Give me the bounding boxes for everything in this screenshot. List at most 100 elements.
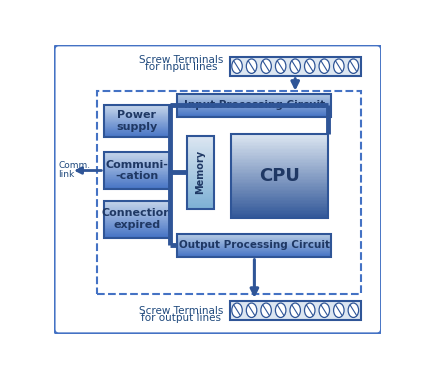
Bar — [104, 159, 170, 160]
Bar — [177, 107, 332, 108]
Bar — [231, 198, 328, 200]
Bar — [187, 170, 214, 171]
Bar — [187, 176, 214, 177]
Bar — [104, 153, 170, 154]
Bar — [231, 177, 328, 179]
Bar — [104, 206, 170, 207]
Bar — [187, 175, 214, 176]
Bar — [187, 172, 214, 174]
Bar — [231, 159, 328, 160]
Bar — [104, 122, 170, 123]
Bar — [187, 184, 214, 186]
Bar — [187, 182, 214, 183]
Bar — [104, 165, 170, 166]
Bar — [231, 156, 328, 158]
Bar — [187, 162, 214, 163]
Bar — [104, 177, 170, 178]
Bar — [177, 101, 332, 102]
Bar — [231, 158, 328, 159]
Bar — [104, 188, 170, 189]
Bar — [104, 124, 170, 125]
Bar — [187, 174, 214, 175]
Ellipse shape — [334, 303, 344, 318]
Bar — [187, 169, 214, 170]
Bar — [187, 197, 214, 198]
Bar — [231, 211, 328, 213]
Bar — [104, 111, 170, 112]
Ellipse shape — [290, 59, 300, 74]
Bar — [187, 181, 214, 182]
Bar — [187, 193, 214, 194]
Bar — [231, 145, 328, 146]
Bar — [177, 96, 332, 97]
Text: for input lines: for input lines — [145, 62, 218, 72]
Bar — [187, 153, 214, 154]
Bar — [104, 220, 170, 221]
Bar — [187, 208, 214, 209]
Bar — [104, 176, 170, 177]
Bar — [187, 177, 214, 178]
Bar — [177, 112, 332, 113]
Bar — [177, 244, 332, 245]
Bar — [231, 135, 328, 136]
Bar — [104, 119, 170, 120]
Bar — [231, 134, 328, 135]
Text: Communi-
-cation: Communi- -cation — [105, 160, 168, 181]
Bar — [187, 189, 214, 191]
Bar — [104, 214, 170, 215]
Bar — [177, 236, 332, 237]
Bar — [104, 155, 170, 156]
Bar — [104, 170, 170, 171]
Bar — [104, 130, 170, 131]
Bar — [231, 138, 328, 139]
Bar — [104, 215, 170, 216]
Ellipse shape — [232, 59, 242, 74]
Bar — [104, 125, 170, 126]
Bar — [231, 183, 328, 184]
Bar — [104, 172, 170, 173]
Bar — [177, 248, 332, 249]
Bar — [177, 247, 332, 248]
Bar — [177, 234, 332, 235]
Bar — [187, 178, 214, 180]
Bar — [187, 183, 214, 184]
Bar — [104, 116, 170, 117]
Bar — [104, 157, 170, 158]
Bar — [104, 201, 170, 202]
Bar — [187, 154, 214, 155]
Bar — [187, 148, 214, 149]
Bar — [231, 197, 328, 198]
Bar — [104, 213, 170, 214]
Bar — [177, 256, 332, 257]
Bar — [231, 191, 328, 193]
Bar — [187, 138, 214, 140]
Bar — [177, 95, 332, 96]
Bar — [187, 192, 214, 193]
Bar — [177, 240, 332, 241]
Ellipse shape — [319, 59, 329, 74]
Ellipse shape — [261, 59, 271, 74]
Text: Comm.: Comm. — [58, 161, 90, 170]
Bar — [104, 227, 170, 228]
Bar — [104, 201, 170, 237]
Bar — [187, 144, 214, 146]
Bar — [231, 146, 328, 148]
Text: Power
supply: Power supply — [116, 110, 158, 132]
Bar — [96, 91, 361, 294]
Bar — [231, 148, 328, 149]
Bar — [104, 169, 170, 170]
Bar — [231, 139, 328, 141]
Bar — [231, 142, 328, 143]
Bar — [104, 180, 170, 181]
Bar — [104, 136, 170, 137]
Bar — [230, 57, 361, 76]
Bar — [177, 106, 332, 107]
Bar — [187, 159, 214, 160]
Bar — [231, 179, 328, 180]
Bar — [231, 201, 328, 203]
Bar — [104, 228, 170, 229]
Bar — [104, 163, 170, 164]
Bar — [104, 164, 170, 165]
Bar — [104, 175, 170, 176]
Bar — [231, 149, 328, 150]
